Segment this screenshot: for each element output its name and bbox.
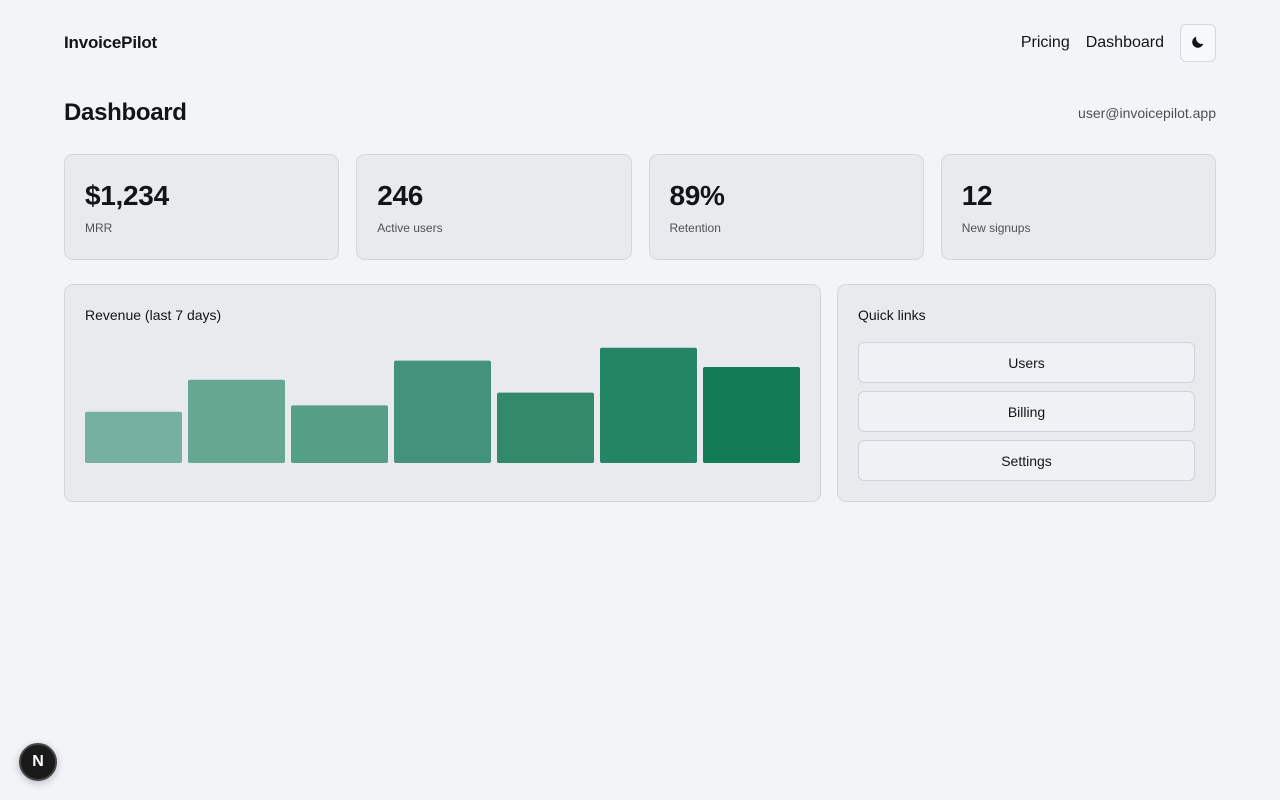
stats-row: $1,234 MRR 246 Active users 89% Retentio… (64, 154, 1216, 260)
stat-card-new-signups: 12 New signups (940, 154, 1216, 260)
revenue-bar-5 (497, 392, 594, 463)
stat-value: 246 (377, 180, 424, 211)
revenue-bar-chart (85, 347, 800, 463)
revenue-chart-title: Revenue (last 7 days) (85, 307, 222, 323)
revenue-bar-7 (703, 367, 800, 463)
revenue-bar-4 (394, 360, 491, 463)
stat-card-mrr: $1,234 MRR (64, 154, 340, 260)
theme-toggle-button[interactable] (1180, 24, 1216, 62)
revenue-chart-card: Revenue (last 7 days) (64, 284, 821, 502)
revenue-bar-2 (188, 379, 285, 463)
quick-link-settings-button[interactable]: Settings (858, 440, 1195, 481)
quick-links-card: Quick links Users Billing Settings (837, 284, 1216, 502)
quick-links-list: Users Billing Settings (858, 342, 1195, 489)
stat-label: New signups (961, 221, 1031, 235)
page-header: Dashboard user@invoicepilot.app (64, 98, 1216, 128)
stat-card-retention: 89% Retention (648, 154, 924, 260)
nav-link-dashboard[interactable]: Dashboard (1085, 34, 1164, 51)
stat-value: 12 (961, 180, 993, 211)
stat-value: 89% (669, 180, 725, 211)
revenue-bar-1 (85, 411, 182, 463)
stat-card-active-users: 246 Active users (356, 154, 632, 260)
nav-link-pricing[interactable]: Pricing (1020, 34, 1070, 51)
page-title: Dashboard (64, 99, 187, 126)
stat-label: MRR (85, 221, 113, 235)
brand-logo[interactable]: InvoicePilot (64, 33, 158, 52)
stat-value: $1,234 (85, 180, 169, 211)
quick-link-users-button[interactable]: Users (858, 342, 1195, 383)
nextjs-icon: N (32, 753, 44, 770)
nextjs-dev-badge[interactable]: N (19, 743, 57, 781)
quick-link-billing-button[interactable]: Billing (858, 391, 1195, 432)
user-email: user@invoicepilot.app (1078, 105, 1216, 121)
quick-links-title: Quick links (858, 307, 926, 323)
revenue-bar-3 (291, 405, 388, 463)
moon-icon (1190, 34, 1206, 53)
main-nav: Pricing Dashboard (1021, 24, 1216, 62)
top-navigation: InvoicePilot Pricing Dashboard (64, 24, 1216, 62)
stat-label: Active users (377, 221, 443, 235)
revenue-bar-6 (600, 347, 697, 463)
stat-label: Retention (669, 221, 721, 235)
